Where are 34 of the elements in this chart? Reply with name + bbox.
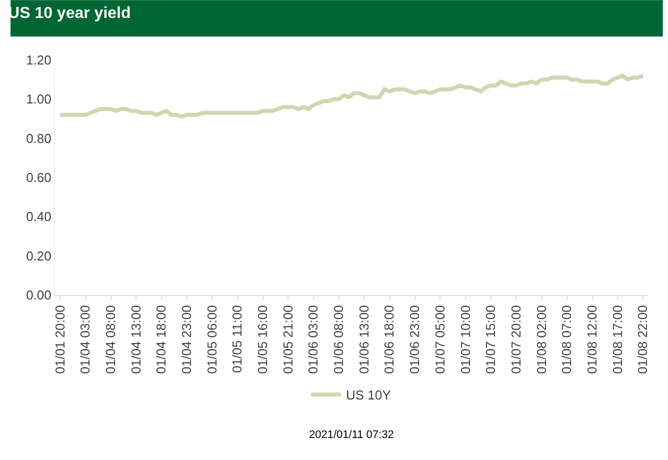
x-tick-label: 01/07 20:00 (508, 305, 524, 374)
x-tick-label: 01/05 11:00 (230, 305, 245, 373)
x-tick-label: 01/06 18:00 (382, 305, 397, 374)
x-tick-label: 01/07 15:00 (483, 305, 498, 374)
line-series (58, 74, 645, 119)
x-tick-label: 01/05 21:00 (280, 305, 296, 374)
legend-label: US 10Y (346, 388, 392, 403)
x-tick-label: 01/08 17:00 (610, 305, 625, 374)
x-tick-label: 01/06 08:00 (331, 305, 346, 374)
x-tick-label: 01/05 16:00 (255, 305, 270, 374)
text: 2021/01/11 07:32 (309, 429, 394, 441)
x-tick-label: 01/08 07:00 (559, 305, 574, 374)
y-tick-label: 0.00 (26, 288, 52, 303)
x-tick-label: 01/06 23:00 (407, 305, 422, 374)
x-tick-label: 01/07 10:00 (458, 305, 473, 374)
x-tick-label: 01/08 12:00 (584, 305, 600, 374)
x-tick-label: 01/01 20:00 (52, 305, 68, 374)
y-tick-label: 0.20 (26, 248, 52, 264)
x-tick-label: 01/04 13:00 (128, 305, 144, 374)
x-tick-label: 01/06 13:00 (356, 305, 372, 374)
x-tick-label: 01/08 22:00 (635, 305, 650, 374)
x-tick-label: 01/07 05:00 (432, 305, 448, 374)
x-tick-label: 01/04 03:00 (78, 305, 93, 374)
x-tick-label: 01/06 03:00 (306, 305, 321, 374)
y-tick-label: 0.80 (26, 130, 52, 146)
x-tick-label: 01/05 06:00 (204, 305, 220, 374)
y-tick-label: 1.00 (26, 92, 52, 107)
x-tick-label: 01/04 08:00 (102, 305, 118, 374)
x-tick-label: 01/08 02:00 (534, 305, 549, 374)
x-tick-label: 01/04 18:00 (154, 305, 169, 374)
x-tick-label: 01/04 23:00 (179, 305, 194, 374)
y-tick-label: 0.60 (26, 170, 52, 186)
y-tick-label: 0.40 (26, 209, 52, 224)
y-tick-label: 1.20 (26, 52, 52, 68)
